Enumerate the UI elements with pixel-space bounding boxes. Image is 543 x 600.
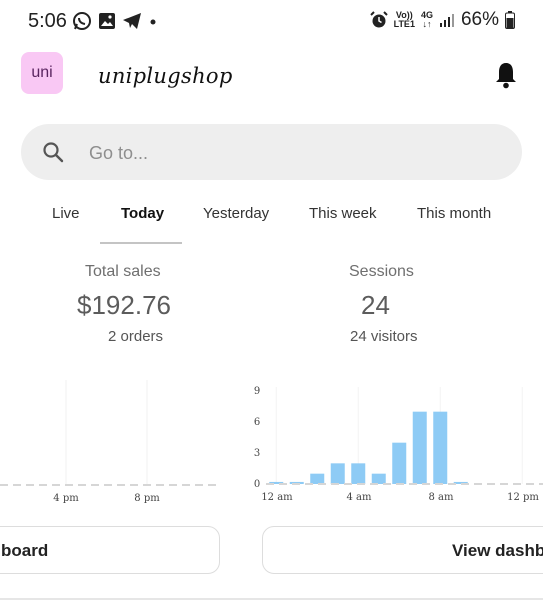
status-icons-right: Vo)) LTE1 4G ↓↑ 66% bbox=[369, 9, 515, 31]
data-arrows-icon: ↓↑ bbox=[422, 19, 432, 29]
store-logo-text: uni bbox=[31, 64, 53, 81]
sessions-bar bbox=[351, 463, 366, 484]
whatsapp-icon bbox=[73, 12, 91, 30]
status-bar: 5:06 Vo)) LTE1 4G ↓↑ bbox=[0, 0, 543, 42]
sessions-y-tick: 3 bbox=[254, 448, 260, 459]
volte-top: Vo)) bbox=[395, 10, 413, 20]
dot-icon bbox=[150, 19, 156, 25]
sessions-bar bbox=[433, 411, 448, 484]
view-sales-dashboard-label: board bbox=[1, 541, 49, 560]
sessions-value: 24 bbox=[361, 290, 390, 320]
volte-indicator: Vo)) LTE1 bbox=[394, 11, 415, 29]
tab-today[interactable]: Today bbox=[121, 205, 165, 222]
view-sessions-dashboard-label: View dashbo bbox=[452, 541, 543, 560]
sessions-y-tick: 0 bbox=[254, 479, 260, 490]
total-sales-value: $192.76 bbox=[77, 290, 171, 320]
sessions-y-tick: 6 bbox=[254, 417, 260, 428]
search-bar[interactable] bbox=[21, 124, 522, 180]
sessions-y-tick: 9 bbox=[254, 386, 260, 397]
signal-icon bbox=[439, 14, 454, 27]
sessions-bar bbox=[392, 442, 407, 484]
store-name[interactable]: uniplugshop bbox=[98, 64, 233, 88]
battery-text: 66% bbox=[460, 9, 499, 30]
image-icon bbox=[99, 13, 115, 29]
net-type-indicator: 4G ↓↑ bbox=[421, 11, 433, 29]
active-tab-indicator bbox=[100, 242, 182, 244]
total-sales-label: Total sales bbox=[85, 263, 161, 280]
sessions-bar bbox=[330, 463, 345, 484]
bell-icon[interactable] bbox=[494, 61, 518, 89]
alarm-icon bbox=[369, 11, 388, 28]
sessions-x-tick: 4 am bbox=[347, 492, 373, 503]
sessions-bar bbox=[269, 481, 284, 484]
sessions-bar bbox=[310, 473, 325, 484]
orders-count: 2 orders bbox=[108, 328, 164, 345]
battery-icon bbox=[505, 11, 515, 29]
sessions-bar bbox=[289, 481, 304, 484]
view-sessions-dashboard-button[interactable]: View dashbo bbox=[262, 526, 543, 574]
status-time: 5:06 bbox=[28, 10, 67, 32]
search-input[interactable] bbox=[87, 136, 491, 170]
net-type: 4G bbox=[420, 10, 433, 20]
sales-x-tick: 8 pm bbox=[134, 493, 160, 504]
visitors-count: 24 visitors bbox=[350, 328, 418, 345]
telegram-icon bbox=[123, 13, 141, 29]
status-icons-left bbox=[72, 11, 158, 31]
sessions-bar bbox=[453, 481, 468, 484]
tab-this-month[interactable]: This month bbox=[417, 205, 492, 222]
sessions-x-tick: 12 am bbox=[261, 492, 293, 503]
tab-live[interactable]: Live bbox=[52, 205, 80, 222]
sales-chart: 4 pm 8 pm bbox=[0, 380, 220, 504]
divider bbox=[0, 598, 543, 600]
tab-yesterday[interactable]: Yesterday bbox=[203, 205, 270, 222]
tab-this-week[interactable]: This week bbox=[309, 205, 377, 222]
sessions-x-tick: 8 am bbox=[429, 492, 455, 503]
sessions-chart: 0 3 6 9 12 am 4 am 8 am 12 pm bbox=[254, 386, 543, 503]
sessions-x-tick: 12 pm bbox=[507, 492, 539, 503]
store-logo[interactable]: uni bbox=[21, 52, 63, 94]
sessions-bar bbox=[371, 473, 386, 484]
volte-bottom: LTE1 bbox=[393, 19, 415, 29]
sales-x-tick: 4 pm bbox=[53, 493, 79, 504]
sessions-bar bbox=[412, 411, 427, 484]
view-sales-dashboard-button[interactable]: board bbox=[0, 526, 220, 574]
sessions-label: Sessions bbox=[349, 263, 414, 280]
search-icon bbox=[43, 142, 64, 163]
